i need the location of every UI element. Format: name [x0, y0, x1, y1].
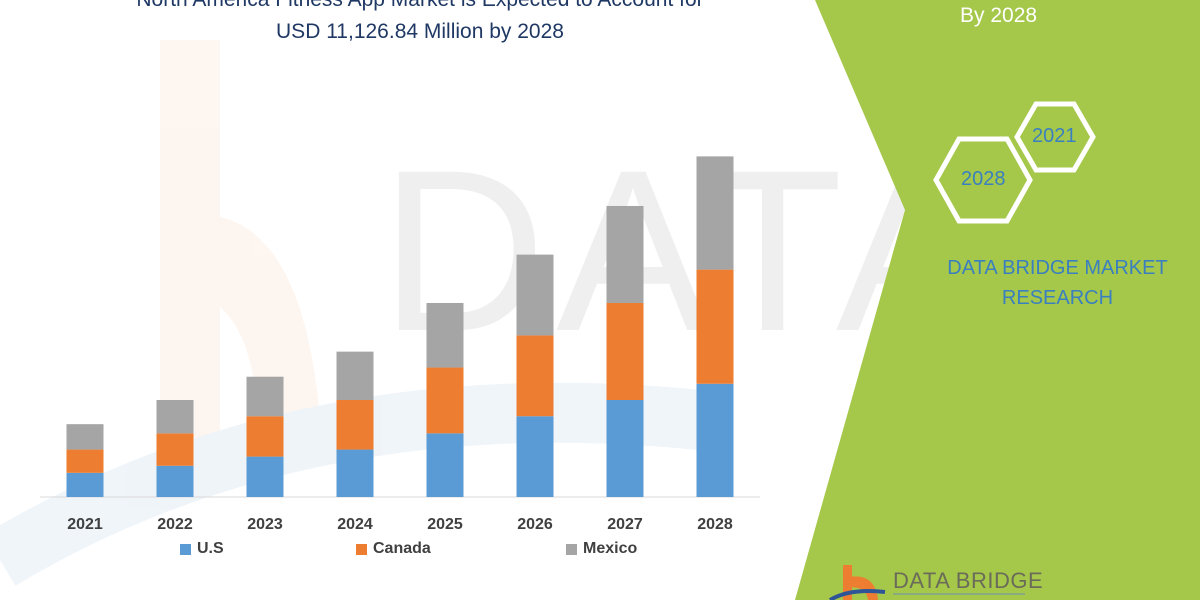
legend-swatch-canada [356, 543, 367, 555]
legend-label-mexico: Mexico [583, 540, 638, 557]
bar-us-2026 [516, 416, 554, 497]
hexagon-2021 [1014, 101, 1096, 173]
chart-title-line1: North America Fitness App Market is Expe… [40, 0, 800, 14]
x-tick-label: 2025 [427, 516, 463, 533]
bar-canada-2026 [516, 335, 554, 417]
side-panel-top-text: By 2028 [960, 4, 1038, 27]
hexagon-label-2021: 2021 [1032, 125, 1077, 147]
bar-mexico-2027 [606, 205, 644, 303]
bar-us-2021 [66, 472, 104, 497]
x-tick-label: 2021 [67, 516, 103, 533]
bar-canada-2021 [66, 449, 104, 473]
x-tick-label: 2028 [697, 516, 733, 533]
bar-mexico-2026 [516, 254, 554, 336]
bar-us-2027 [606, 399, 644, 497]
legend-item-canada: Canada [356, 540, 431, 558]
x-tick-label: 2026 [517, 516, 553, 533]
legend-label-us: U.S [197, 540, 224, 557]
x-tick-label: 2027 [607, 516, 643, 533]
bar-canada-2028 [696, 269, 734, 384]
legend-item-us: U.S [180, 540, 224, 558]
bar-us-2028 [696, 383, 734, 497]
legend-swatch-mexico [566, 543, 577, 555]
watermark-logo [0, 40, 703, 586]
bar-canada-2024 [336, 399, 374, 450]
x-tick-label: 2023 [247, 516, 283, 533]
chart-title-line2: USD 11,126.84 Million by 2028 [276, 20, 564, 43]
bar-mexico-2022 [156, 399, 194, 434]
side-panel [795, 0, 1200, 600]
bar-us-2023 [246, 456, 284, 497]
x-tick-label: 2024 [337, 516, 373, 533]
legend-label-canada: Canada [373, 540, 431, 557]
bar-us-2022 [156, 465, 194, 497]
legend-item-mexico: Mexico [566, 540, 637, 558]
bar-canada-2025 [426, 367, 464, 434]
bar-canada-2027 [606, 302, 644, 400]
bar-mexico-2023 [246, 376, 284, 417]
brand-name: DATA BRIDGE MARKET RESEARCH [947, 257, 1168, 309]
bar-mexico-2028 [696, 156, 734, 270]
logo-text: DATA BRIDGE [893, 568, 1044, 593]
hexagon-2028 [933, 136, 1033, 224]
bar-canada-2022 [156, 433, 194, 466]
bar-mexico-2024 [336, 351, 374, 400]
hexagon-label-2028: 2028 [961, 168, 1006, 190]
x-tick-label: 2022 [157, 516, 193, 533]
bar-us-2025 [426, 433, 464, 497]
bar-mexico-2021 [66, 424, 104, 450]
legend-swatch-us [180, 543, 191, 555]
logo-icon [828, 565, 1025, 600]
bar-us-2024 [336, 449, 374, 497]
bar-mexico-2025 [426, 302, 464, 368]
bar-canada-2023 [246, 416, 284, 457]
